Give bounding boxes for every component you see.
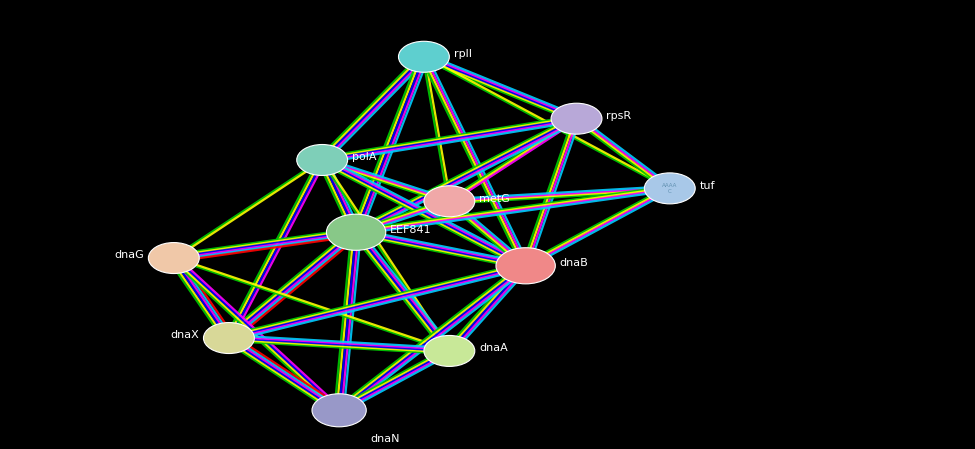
Circle shape [327, 214, 386, 250]
Circle shape [296, 145, 348, 176]
Text: dnaA: dnaA [479, 343, 508, 353]
Circle shape [148, 242, 199, 273]
Text: AAAA
C: AAAA C [662, 183, 678, 194]
Circle shape [204, 322, 254, 353]
Text: tuf: tuf [699, 181, 715, 191]
Text: rpsR: rpsR [606, 111, 632, 121]
Circle shape [399, 41, 449, 72]
Text: dnaX: dnaX [171, 330, 199, 340]
Text: EEF841: EEF841 [390, 224, 432, 235]
Text: dnaN: dnaN [370, 434, 400, 444]
Text: dnaB: dnaB [560, 258, 588, 268]
Circle shape [644, 173, 695, 204]
Text: dnaG: dnaG [114, 251, 144, 260]
Circle shape [312, 394, 367, 427]
Text: rplI: rplI [453, 49, 472, 59]
Text: metG: metG [479, 194, 510, 204]
Circle shape [424, 186, 475, 217]
Text: polA: polA [352, 152, 376, 163]
Circle shape [424, 335, 475, 366]
Circle shape [496, 248, 556, 284]
Circle shape [551, 103, 602, 134]
